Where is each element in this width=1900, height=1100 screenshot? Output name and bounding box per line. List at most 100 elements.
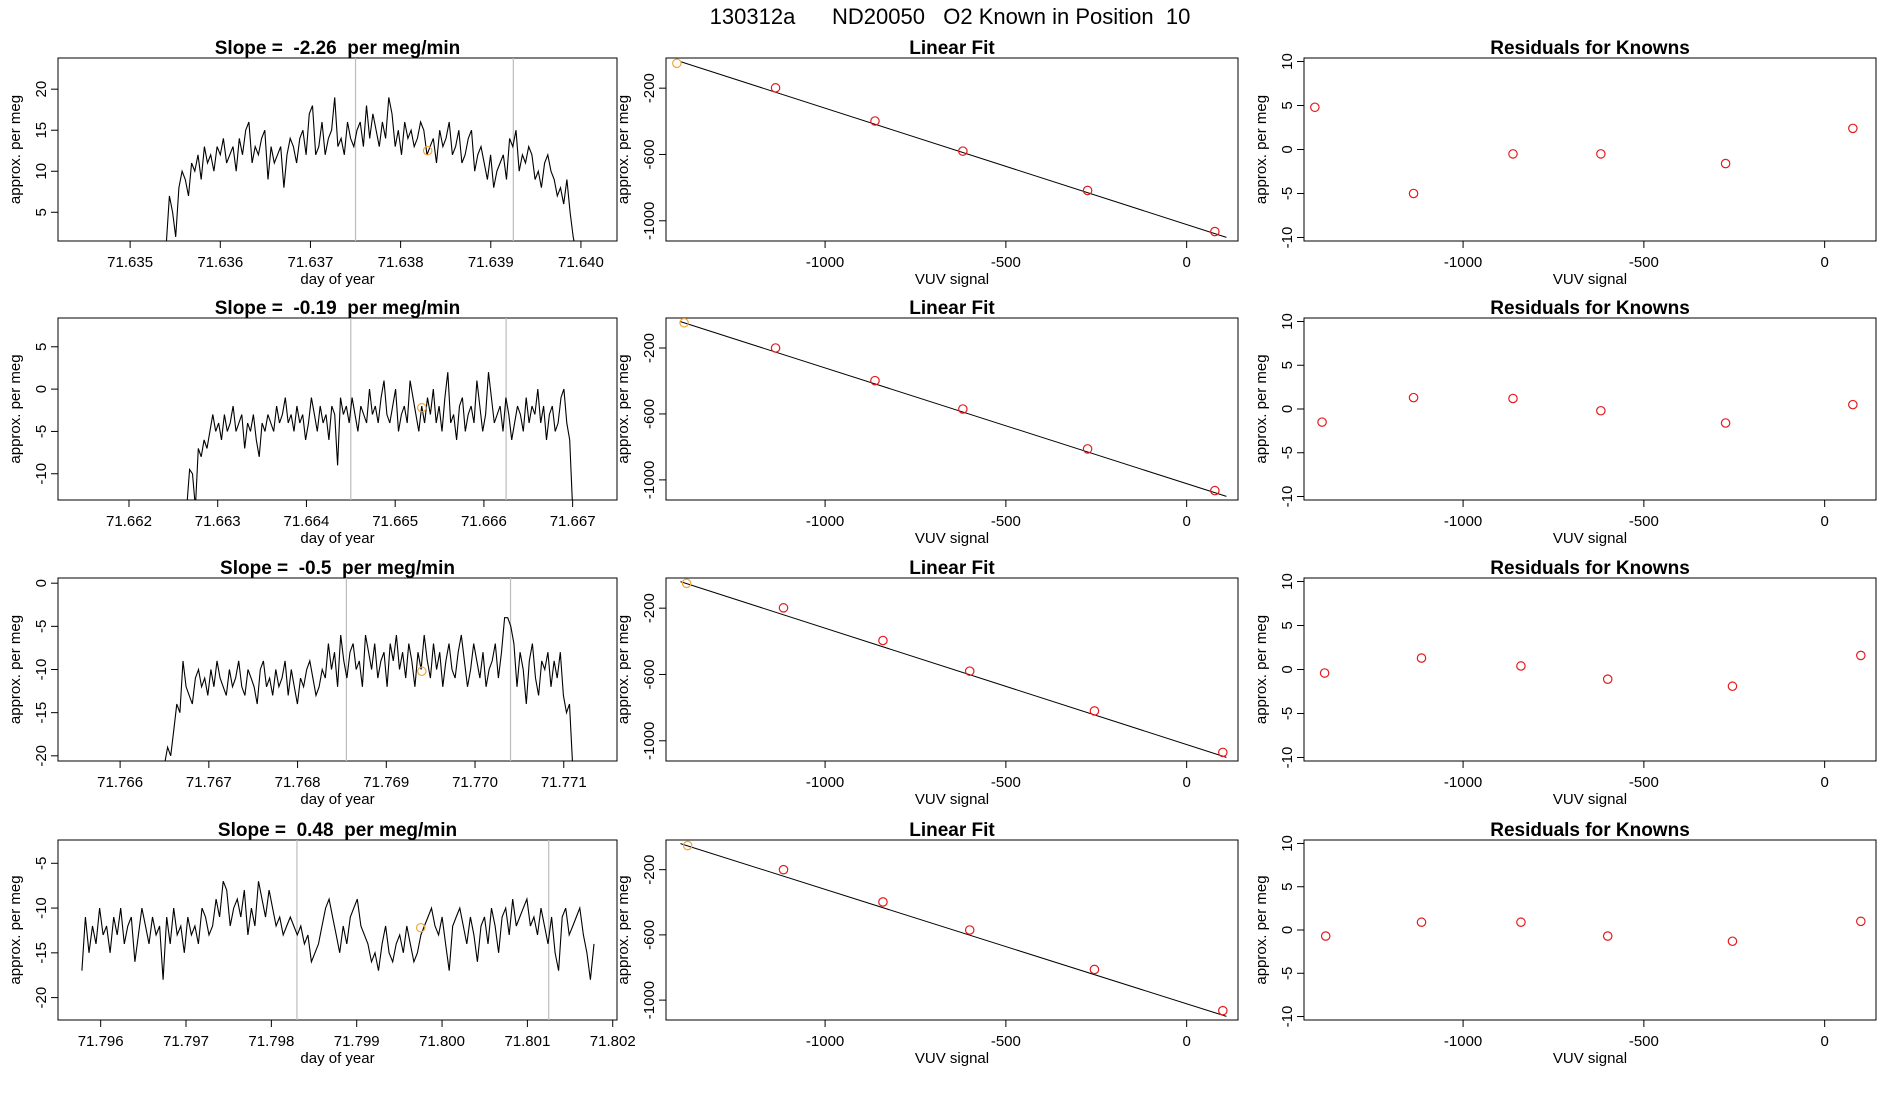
- plot-area: [1320, 916, 1866, 947]
- data-point: [1082, 444, 1093, 454]
- y-tick-label: 20: [33, 81, 50, 98]
- x-tick-label: 71.799: [334, 1033, 380, 1050]
- plot-frame: [57, 317, 618, 501]
- plot-area: [1310, 102, 1858, 199]
- x-tick-label: -1000: [1444, 774, 1482, 791]
- plot-frame: [665, 839, 1239, 1021]
- plot-area: [680, 578, 1228, 758]
- series-line-trace: [81, 880, 595, 980]
- y-tick-label: -5: [33, 620, 50, 633]
- chart-title: Residuals for Knowns: [1490, 38, 1690, 59]
- y-tick-label: -200: [641, 333, 658, 363]
- y-tick-label: -5: [33, 425, 50, 438]
- data-point: [1310, 102, 1320, 113]
- y-tick-label: 5: [1279, 883, 1296, 891]
- x-tick-label: 71.667: [550, 513, 596, 530]
- highlight-point: [416, 666, 427, 677]
- y-tick-label: -1000: [641, 722, 658, 760]
- y-tick-label: -1000: [641, 461, 658, 499]
- y-tick-label: -10: [1279, 1006, 1296, 1028]
- chart-title: Linear Fit: [909, 558, 995, 579]
- x-tick-label: -1000: [806, 254, 844, 271]
- highlight-point: [672, 58, 682, 69]
- x-axis-label: VUV signal: [1553, 271, 1627, 288]
- data-point: [1720, 158, 1731, 169]
- x-tick-label: 71.766: [97, 774, 143, 791]
- fit-line: [680, 321, 1227, 497]
- x-axis-label: VUV signal: [915, 791, 989, 808]
- data-point: [1416, 653, 1427, 663]
- y-axis-label: approx. per meg: [1253, 95, 1270, 204]
- x-tick-label: 71.771: [541, 774, 587, 791]
- x-tick-label: 71.801: [504, 1033, 550, 1050]
- x-tick-label: 71.770: [452, 774, 498, 791]
- y-tick-label: -5: [1279, 187, 1296, 200]
- x-tick-label: 71.769: [363, 774, 409, 791]
- data-point: [964, 666, 975, 676]
- data-point: [770, 83, 781, 93]
- panel-2-2: Linear Fit -1000 -500 0 -200 -600 -1000 VUV sig…: [615, 298, 1239, 547]
- data-point: [1848, 399, 1858, 410]
- y-tick-label: -200: [641, 593, 658, 623]
- plot-frame: [665, 317, 1239, 501]
- y-tick-label: 0: [1279, 145, 1296, 153]
- x-tick-label: 71.662: [106, 513, 152, 530]
- data-point: [1319, 668, 1330, 678]
- plot-area: [164, 578, 573, 761]
- plot-frame: [1303, 317, 1877, 501]
- y-tick-label: -600: [641, 139, 658, 169]
- x-axis-label: VUV signal: [1553, 530, 1627, 547]
- data-point: [1210, 226, 1220, 237]
- x-tick-label: 71.767: [186, 774, 232, 791]
- x-tick-label: -1000: [1444, 513, 1482, 530]
- x-tick-label: 0: [1182, 254, 1190, 271]
- x-tick-label: -500: [991, 513, 1021, 530]
- data-point: [1516, 661, 1526, 671]
- data-point: [1218, 747, 1228, 758]
- y-tick-label: -1000: [641, 202, 658, 240]
- y-tick-label: 10: [1279, 313, 1296, 330]
- x-tick-label: 71.663: [195, 513, 241, 530]
- chart-title: Residuals for Knowns: [1490, 820, 1690, 841]
- chart-title: Slope = 0.48 per meg/min: [218, 820, 457, 841]
- y-tick-label: -600: [641, 659, 658, 689]
- panel-4-1: Slope = 0.48 per meg/min 71.796 71.797 71.7…: [7, 820, 636, 1067]
- x-tick-label: 0: [1820, 1033, 1828, 1050]
- data-point: [878, 897, 888, 907]
- y-tick-label: -200: [641, 855, 658, 885]
- y-tick-label: -5: [1279, 967, 1296, 980]
- plot-area: [679, 318, 1227, 497]
- x-tick-label: 71.798: [248, 1033, 294, 1050]
- data-point: [1727, 681, 1738, 692]
- highlight-point: [679, 318, 689, 328]
- data-point: [878, 635, 888, 646]
- data-point: [958, 146, 968, 156]
- x-axis-label: VUV signal: [915, 1050, 989, 1067]
- y-tick-label: -600: [641, 920, 658, 950]
- plot-frame: [1303, 57, 1877, 242]
- fit-line: [680, 843, 1227, 1017]
- series-line-trace: [186, 372, 573, 500]
- highlight-point: [681, 578, 692, 589]
- chart-title: Linear Fit: [909, 38, 995, 59]
- chart-title: Slope = -2.26 per meg/min: [215, 38, 461, 59]
- x-tick-label: -500: [1629, 254, 1659, 271]
- plot-area: [1317, 392, 1858, 428]
- panel-4-2: Linear Fit -1000 -500 0 -200 -600 -1000 VUV sig…: [615, 820, 1239, 1067]
- highlight-point: [422, 145, 433, 156]
- data-point: [778, 603, 789, 613]
- plot-frame: [57, 577, 618, 762]
- x-tick-label: -1000: [1444, 1033, 1482, 1050]
- data-point: [770, 343, 781, 353]
- y-tick-label: -10: [33, 659, 50, 681]
- chart-title: Slope = -0.5 per meg/min: [220, 558, 455, 579]
- x-tick-label: -500: [1629, 774, 1659, 791]
- y-tick-label: 10: [33, 163, 50, 180]
- y-tick-label: 5: [1279, 621, 1296, 629]
- x-tick-label: 71.768: [275, 774, 321, 791]
- y-tick-label: 5: [33, 343, 50, 351]
- data-point: [1082, 185, 1093, 196]
- y-tick-label: 0: [33, 385, 50, 393]
- y-axis-label: approx. per meg: [7, 875, 24, 984]
- y-tick-label: 10: [1279, 835, 1296, 852]
